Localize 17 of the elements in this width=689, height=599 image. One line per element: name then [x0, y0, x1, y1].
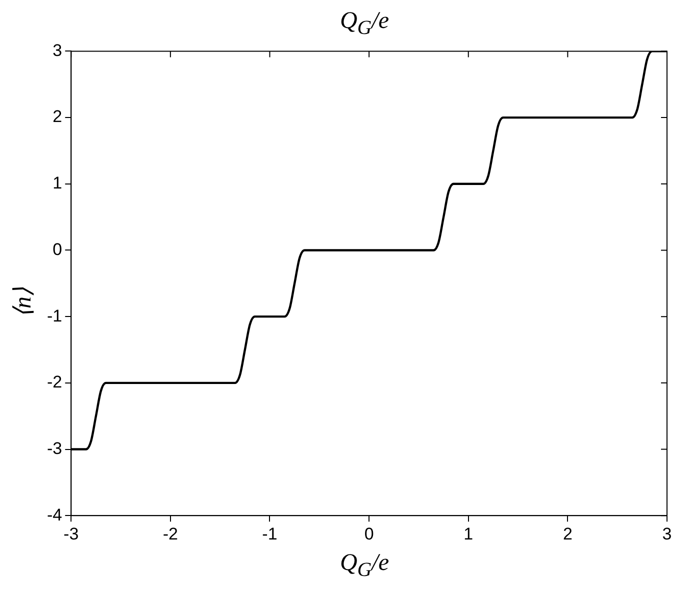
x-tick-label: 0	[364, 524, 374, 544]
chart-title: Q$_{G}$/e	[338, 8, 390, 40]
y-axis-title: ⟨n⟩	[10, 288, 38, 318]
x-tick-label: 1	[464, 524, 474, 544]
y-tick-label: 3	[52, 40, 62, 60]
x-axis-title: Q$_{G}$/e	[338, 550, 390, 582]
y-tick-label: -4	[46, 505, 62, 524]
x-tick-label: 2	[562, 524, 572, 544]
x-tick-label: 3	[662, 524, 672, 544]
y-tick-label: -1	[46, 306, 62, 326]
y-tick-label: 1	[52, 174, 62, 193]
y-tick-label: -3	[46, 438, 62, 458]
x-tick-label: -1	[262, 524, 278, 544]
y-tick-label: 2	[52, 107, 62, 126]
y-tick-label: -2	[46, 372, 62, 392]
y-tick-label: 0	[52, 240, 62, 259]
x-tick-label: -2	[162, 524, 178, 544]
